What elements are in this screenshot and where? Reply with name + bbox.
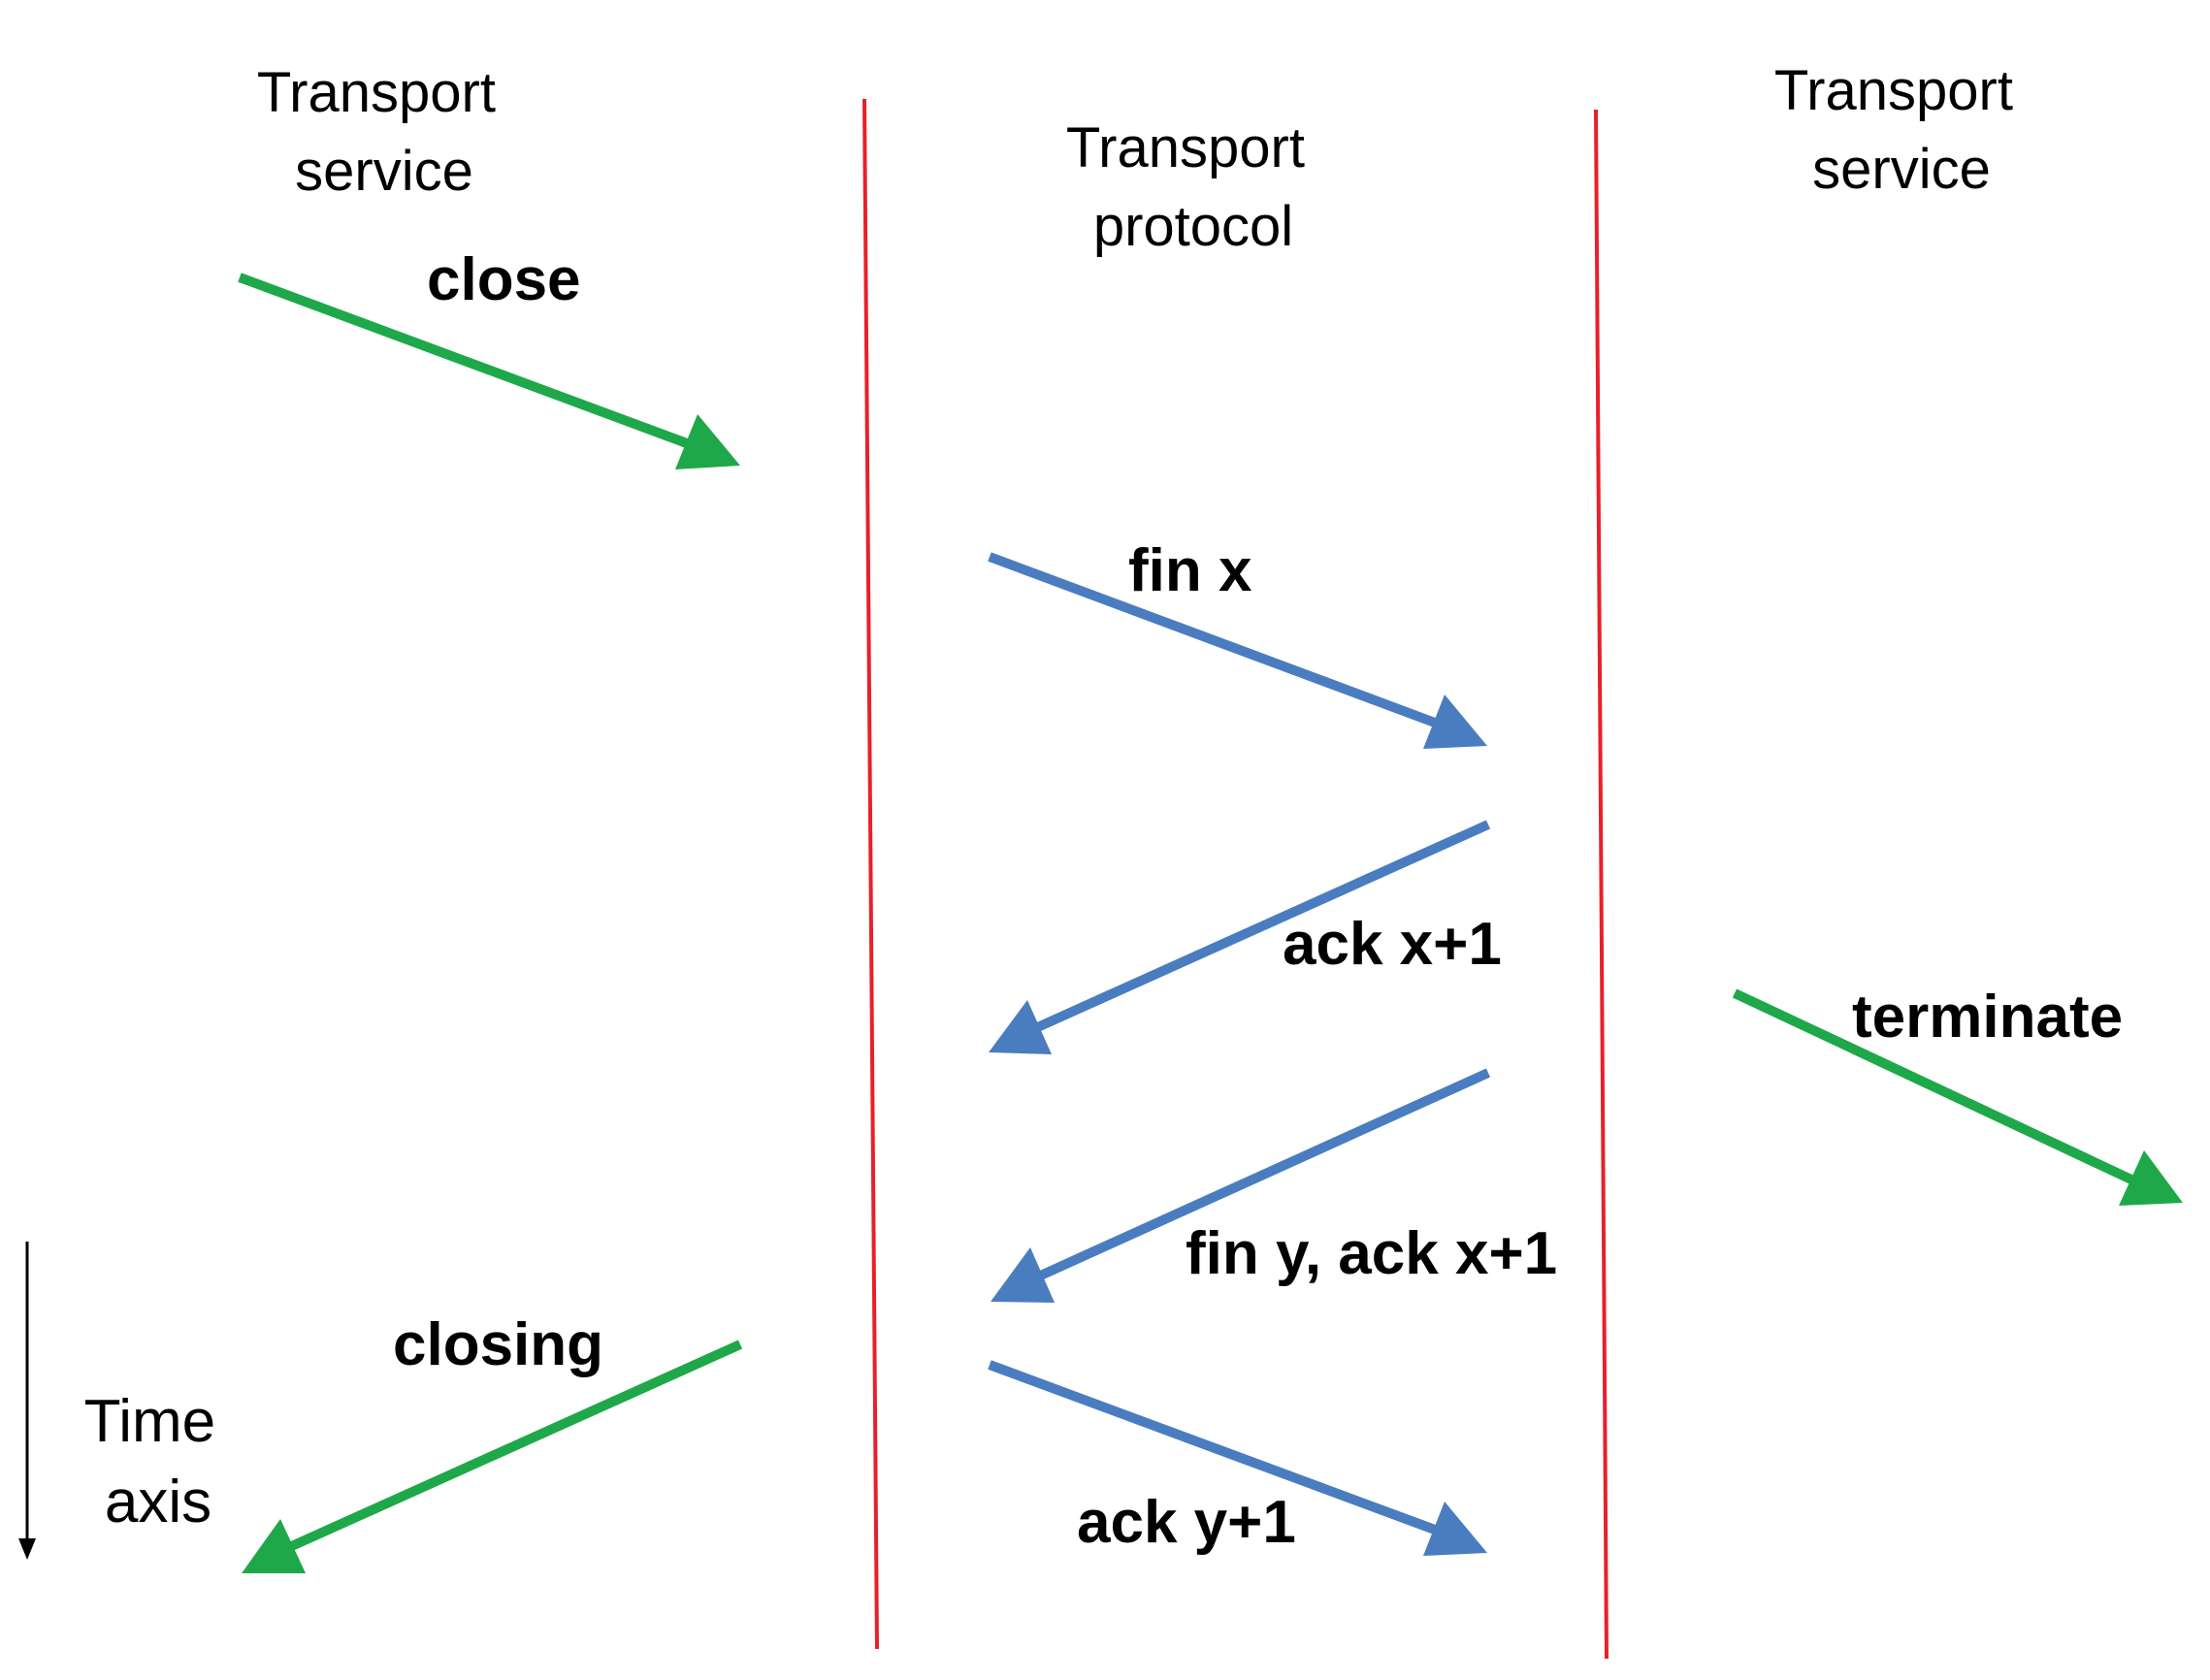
middle-column-title: Transport protocol bbox=[1066, 116, 1320, 258]
middle-title-line-2: protocol bbox=[1093, 195, 1293, 258]
right-boundary-line bbox=[1596, 110, 1607, 1659]
right-title-line-2: service bbox=[1812, 138, 1991, 201]
time-axis-label-line-1: Time bbox=[84, 1388, 215, 1455]
ack-x1-label: ack x+1 bbox=[1283, 911, 1502, 978]
time-axis bbox=[18, 1242, 36, 1560]
closing-label: closing bbox=[393, 1311, 603, 1378]
closing-arrow bbox=[242, 1344, 740, 1573]
right-title-line-1: Transport bbox=[1774, 59, 2013, 122]
terminate-label: terminate bbox=[1852, 984, 2123, 1050]
left-column-title: Transport service bbox=[257, 61, 511, 203]
left-title-line-2: service bbox=[295, 140, 473, 203]
time-axis-arrowhead bbox=[18, 1538, 36, 1560]
time-axis-label-line-2: axis bbox=[105, 1469, 211, 1535]
left-boundary-line bbox=[864, 99, 877, 1649]
middle-title-line-1: Transport bbox=[1066, 116, 1305, 179]
right-column-title: Transport service bbox=[1774, 59, 2029, 201]
ack-y1-label: ack y+1 bbox=[1077, 1489, 1296, 1556]
time-axis-label: Time axis bbox=[84, 1388, 233, 1535]
close-label: close bbox=[427, 246, 581, 313]
fin-x-label: fin x bbox=[1128, 537, 1252, 604]
left-title-line-1: Transport bbox=[257, 61, 496, 124]
fin-y-ack-label: fin y, ack x+1 bbox=[1186, 1220, 1557, 1287]
